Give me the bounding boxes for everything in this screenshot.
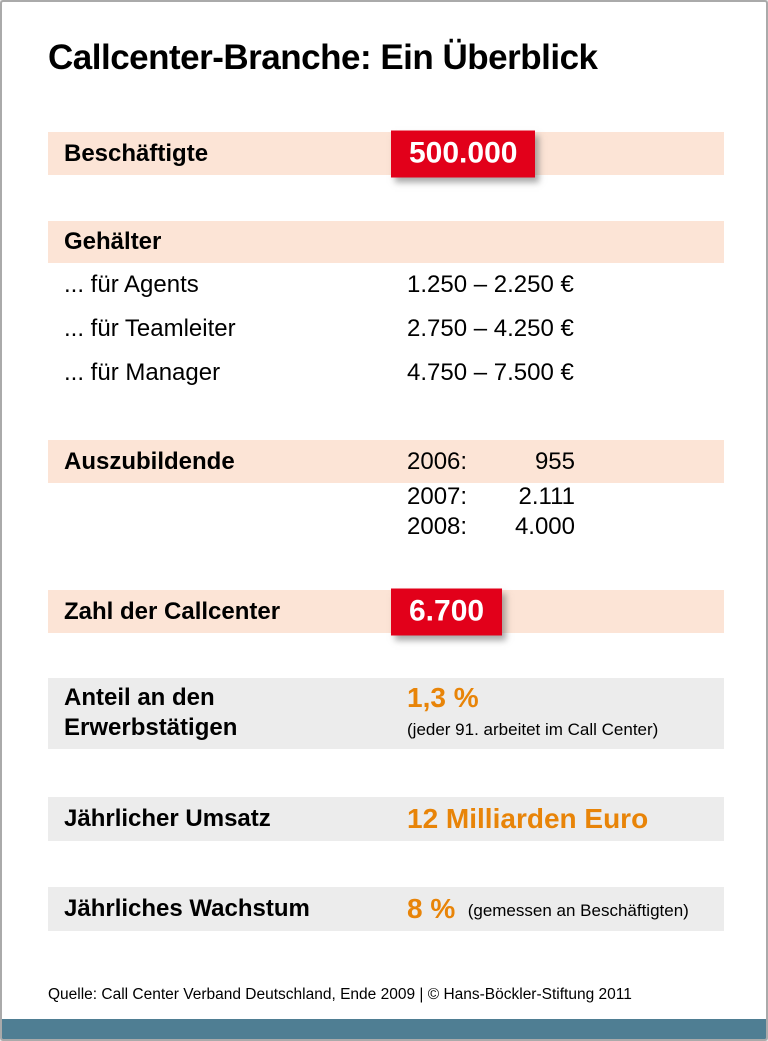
anteil-label-line1: Anteil an den (64, 684, 215, 711)
gehalt-agents-value: 1.250 – 2.250 € (407, 271, 574, 298)
wachstum-label: Jährliches Wachstum (64, 895, 310, 922)
source-credit: Quelle: Call Center Verband Deutschland,… (48, 986, 632, 1003)
row-gehalt-manager: ... für Manager 4.750 – 7.500 € (48, 359, 724, 387)
anteil-label: Anteil an den Erwerbstätigen (48, 678, 237, 743)
callcenter-label: Zahl der Callcenter (64, 597, 281, 625)
callcenter-value-badge: 6.700 (391, 588, 503, 635)
row-gehalt-agents: ... für Agents 1.250 – 2.250 € (48, 271, 724, 299)
anteil-value: 1,3 % (407, 682, 479, 713)
azubi-year-2008: 2008: (407, 513, 468, 540)
row-auszubildende-2008: 2008: 4.000 (48, 512, 724, 542)
row-callcenter: Zahl der Callcenter 6.700 (48, 588, 724, 635)
page-title: Callcenter-Branche: Ein Überblick (48, 38, 598, 77)
row-anteil: Anteil an den Erwerbstätigen 1,3 % (jede… (48, 678, 724, 749)
azubi-year-2007: 2007: (407, 483, 468, 510)
gehalt-manager-value: 4.750 – 7.500 € (407, 359, 574, 386)
auszubildende-label: Auszubildende (64, 447, 235, 475)
beschaeftigte-value-badge: 500.000 (391, 130, 536, 177)
beschaeftigte-label: Beschäftigte (64, 139, 209, 167)
umsatz-value: 12 Milliarden Euro (407, 803, 649, 834)
bottom-color-bar (2, 1019, 766, 1039)
gehalt-teamleiter-label: ... für Teamleiter (64, 315, 236, 342)
row-auszubildende: Auszubildende 2006: 955 (48, 440, 724, 483)
wachstum-value-block: 8 % (gemessen an Beschäftigten) (407, 893, 689, 925)
row-gehalt-teamleiter: ... für Teamleiter 2.750 – 4.250 € (48, 315, 724, 343)
gehalt-manager-label: ... für Manager (64, 359, 221, 386)
auszubildende-2007: 2007: 2.111 (407, 483, 575, 511)
wachstum-value: 8 % (407, 893, 456, 924)
wachstum-note: (gemessen an Beschäftigten) (467, 901, 689, 920)
azubi-value-2007: 2.111 (518, 483, 576, 510)
auszubildende-2008: 2008: 4.000 (407, 513, 575, 541)
azubi-value-2006: 955 (534, 447, 575, 475)
row-gehaelter-header: Gehälter (48, 221, 724, 263)
gehaelter-header-label: Gehälter (64, 228, 162, 255)
gehalt-teamleiter-value: 2.750 – 4.250 € (407, 315, 574, 342)
auszubildende-2006: 2006: 955 (407, 448, 575, 476)
row-beschaeftigte: Beschäftigte 500.000 (48, 130, 724, 177)
anteil-note: (jeder 91. arbeitet im Call Center) (407, 720, 659, 739)
umsatz-label: Jährlicher Umsatz (64, 805, 271, 832)
anteil-label-line2: Erwerbstätigen (64, 714, 238, 741)
azubi-value-2008: 4.000 (514, 513, 575, 540)
gehalt-agents-label: ... für Agents (64, 271, 199, 298)
row-wachstum: Jährliches Wachstum 8 % (gemessen an Bes… (48, 887, 724, 931)
row-umsatz: Jährlicher Umsatz 12 Milliarden Euro (48, 797, 724, 841)
azubi-year-2006: 2006: (407, 447, 468, 475)
anteil-value-block: 1,3 % (jeder 91. arbeitet im Call Center… (407, 682, 658, 740)
row-auszubildende-2007: 2007: 2.111 (48, 482, 724, 512)
